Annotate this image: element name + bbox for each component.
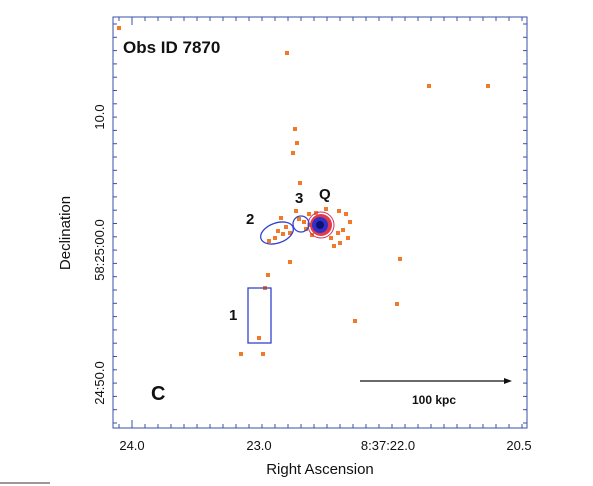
photon [395,302,399,306]
y-axis-title: Declination [57,196,74,270]
photon [266,273,270,277]
photon [288,260,292,264]
photon [302,220,306,224]
photon [398,257,402,261]
region-label: Q [319,186,331,203]
obs-title: Obs ID 7870 [123,38,220,57]
photon [297,217,301,221]
photon [261,352,265,356]
region-label: 2 [246,211,254,228]
quasar-source [307,211,335,239]
region-1 [247,287,272,344]
scale-label: 100 kpc [412,393,456,407]
region-3 [292,215,310,233]
photon [304,227,308,231]
photon [427,84,431,88]
photon [293,127,297,131]
photon [281,232,285,236]
photon [257,336,261,340]
photon-events [117,26,490,356]
scale-arrow [504,378,512,384]
region-label: 3 [295,190,303,207]
photon [336,231,340,235]
x-tick-label: 20.5 [506,438,531,453]
x-tick-label: 24.0 [119,438,144,453]
photon [338,241,342,245]
photon [346,236,350,240]
photon [295,141,299,145]
photon [332,244,336,248]
frame-ticks [113,17,527,428]
photon [285,51,289,55]
photon [353,319,357,323]
photon [276,229,280,233]
photon [291,151,295,155]
photon [279,216,283,220]
photon [298,181,302,185]
x-tick-label: 8:37:22.0 [361,438,415,453]
photon [307,212,311,216]
photon [284,225,288,229]
x-tick-label: 23.0 [246,438,271,453]
y-tick-label: 24:50.0 [92,361,107,404]
photon [324,207,328,211]
y-tick-label: 58:25:00.0 [92,219,107,280]
photon [486,84,490,88]
photon [117,26,121,30]
frame [112,16,528,429]
photon [239,352,243,356]
x-axis-title: Right Ascension [266,461,374,478]
photon [344,212,348,216]
photon [341,228,345,232]
photon [273,236,277,240]
photon [348,220,352,224]
photon [267,239,271,243]
photon [294,209,298,213]
photon [288,231,292,235]
region-label: 1 [229,307,237,324]
photon [337,209,341,213]
panel-label: C [151,383,165,405]
y-tick-label: 10.0 [92,104,107,129]
photon [329,236,333,240]
